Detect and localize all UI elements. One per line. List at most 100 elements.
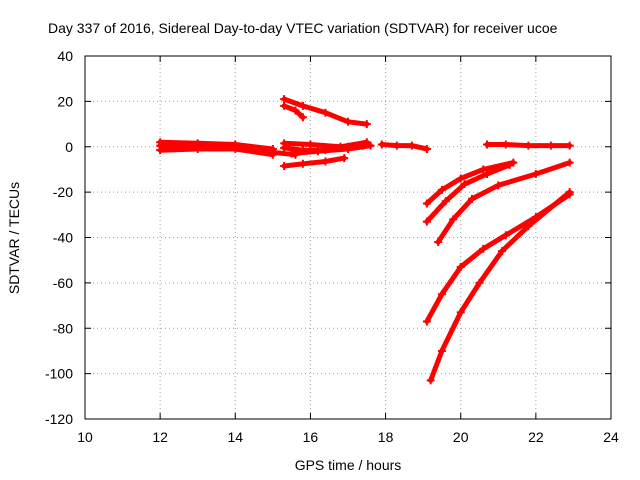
- series-line: [281, 139, 370, 150]
- series-line: [157, 146, 276, 158]
- data-point: [422, 217, 431, 226]
- y-tick-label: 0: [65, 139, 73, 155]
- data-point: [193, 145, 202, 154]
- y-tick-label: -60: [53, 275, 73, 291]
- y-axis-label: SDTVAR / TECUs: [6, 182, 22, 294]
- data-point: [479, 165, 488, 174]
- data-point: [344, 145, 352, 154]
- data-point: [422, 199, 431, 208]
- series-line: [157, 139, 276, 152]
- data-point: [531, 169, 540, 178]
- y-tick-label: -100: [45, 366, 73, 382]
- data-series-group: [156, 95, 574, 385]
- grid: [85, 56, 611, 419]
- data-point: [524, 141, 533, 150]
- series-12: [422, 160, 514, 226]
- y-tick-label: -20: [53, 184, 73, 200]
- axis-ticks: 10 12 14 16 18 20 22 24 -120 -100 -80 -60 -40 -20 0 20 4…: [45, 48, 619, 445]
- data-point: [437, 290, 446, 299]
- data-point: [501, 231, 510, 240]
- data-point: [313, 147, 322, 156]
- data-point: [280, 162, 289, 171]
- x-tick-label: 18: [378, 429, 394, 445]
- data-point: [475, 278, 484, 287]
- data-point: [344, 117, 352, 126]
- chart-title: Day 337 of 2016, Sidereal Day-to-day VTE…: [48, 20, 558, 36]
- y-tick-label: -80: [53, 320, 73, 336]
- x-tick-label: 20: [453, 429, 469, 445]
- data-point: [565, 141, 574, 150]
- x-axis-label: GPS time / hours: [295, 457, 402, 473]
- data-point: [306, 140, 315, 149]
- data-point: [156, 146, 165, 155]
- x-tick-label: 14: [227, 429, 243, 445]
- y-tick-label: -120: [45, 411, 73, 427]
- data-point: [449, 215, 458, 224]
- series-6: [280, 154, 349, 171]
- plot-frame: [84, 55, 612, 420]
- data-point: [524, 222, 533, 231]
- data-point: [546, 141, 555, 150]
- y-tick-label: 20: [57, 93, 73, 109]
- series-9: [377, 140, 431, 154]
- series-2: [156, 145, 277, 159]
- data-point: [441, 197, 450, 206]
- data-point: [422, 145, 431, 154]
- data-point: [483, 140, 492, 149]
- data-point: [467, 194, 476, 203]
- x-tick-label: 12: [152, 429, 168, 445]
- x-tick-label: 16: [303, 429, 319, 445]
- data-point: [366, 141, 375, 150]
- series-7: [280, 95, 371, 129]
- data-point: [362, 120, 371, 129]
- data-point: [340, 154, 349, 163]
- data-point: [407, 141, 416, 150]
- data-point: [321, 108, 330, 117]
- data-point: [298, 101, 307, 110]
- data-point: [156, 138, 165, 147]
- data-point: [505, 160, 514, 169]
- data-point: [437, 346, 446, 355]
- data-point: [291, 106, 300, 115]
- series-line: [281, 155, 347, 169]
- data-point: [426, 376, 435, 385]
- data-point: [298, 113, 307, 122]
- data-point: [287, 149, 296, 158]
- data-point: [479, 244, 488, 253]
- series-line: [379, 142, 430, 152]
- series-8: [280, 101, 307, 122]
- data-point: [280, 95, 289, 104]
- x-tick-label: 24: [603, 429, 619, 445]
- data-point: [321, 157, 330, 166]
- series-10: [483, 140, 574, 150]
- data-point: [231, 145, 240, 154]
- data-point: [456, 308, 465, 317]
- data-point: [392, 141, 401, 150]
- data-point: [483, 169, 492, 178]
- data-point: [434, 238, 443, 247]
- data-point: [456, 262, 465, 271]
- data-point: [498, 247, 507, 256]
- data-point: [460, 180, 469, 189]
- series-4: [280, 138, 371, 151]
- series-15: [426, 188, 574, 385]
- series-line: [281, 103, 306, 120]
- data-point: [565, 158, 574, 167]
- data-point: [437, 185, 446, 194]
- series-13: [434, 158, 574, 247]
- data-point: [377, 140, 386, 149]
- data-point: [422, 317, 431, 326]
- data-point: [501, 140, 510, 149]
- x-tick-label: 22: [528, 429, 544, 445]
- data-point: [298, 159, 307, 168]
- data-point: [280, 101, 289, 110]
- series-5: [287, 141, 375, 158]
- y-tick-label: 40: [57, 48, 73, 64]
- data-point: [280, 139, 289, 148]
- data-point: [494, 181, 503, 190]
- series-line: [435, 160, 573, 245]
- series-line: [289, 143, 373, 157]
- data-point: [456, 174, 465, 183]
- y-tick-label: -40: [53, 230, 73, 246]
